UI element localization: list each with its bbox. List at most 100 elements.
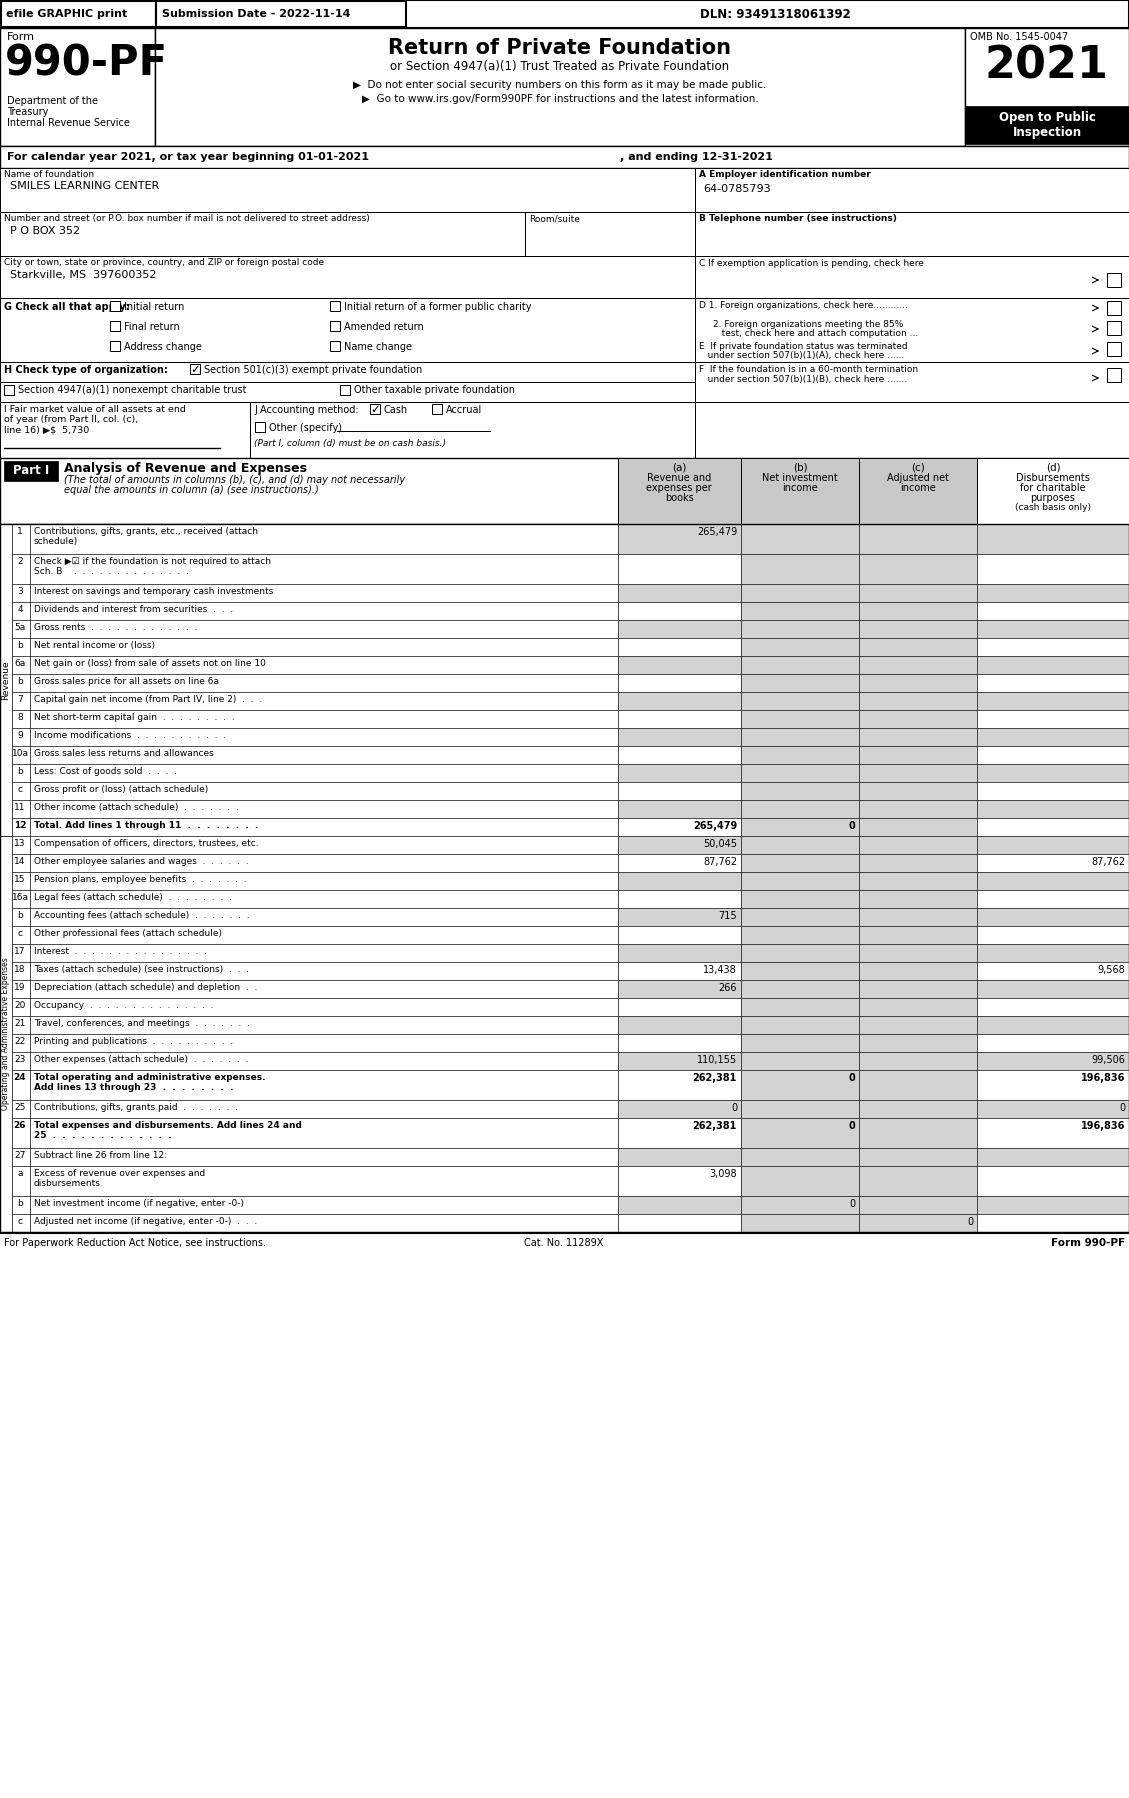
Bar <box>741 656 859 674</box>
Bar <box>618 1070 741 1100</box>
Bar <box>741 872 859 890</box>
Text: (c): (c) <box>911 464 925 473</box>
Text: Internal Revenue Service: Internal Revenue Service <box>7 119 130 128</box>
Text: Taxes (attach schedule) (see instructions)  .  .  .: Taxes (attach schedule) (see instruction… <box>34 966 250 975</box>
Bar <box>859 818 977 836</box>
Bar <box>5 460 58 482</box>
Bar <box>618 980 741 998</box>
Bar <box>977 1118 1129 1147</box>
Bar <box>695 361 1129 403</box>
Text: 13,438: 13,438 <box>703 966 737 975</box>
Text: 15: 15 <box>15 876 26 885</box>
Bar <box>330 322 340 331</box>
Text: Occupancy  .  .  .  .  .  .  .  .  .  .  .  .  .  .  .: Occupancy . . . . . . . . . . . . . . . <box>34 1001 213 1010</box>
Text: Analysis of Revenue and Expenses: Analysis of Revenue and Expenses <box>64 462 307 475</box>
Bar <box>618 962 741 980</box>
Bar <box>12 1118 618 1147</box>
Text: 87,762: 87,762 <box>1091 858 1124 867</box>
Bar <box>618 764 741 782</box>
Bar <box>618 1214 741 1232</box>
Bar <box>977 926 1129 944</box>
Text: line 16) ▶$  5,730: line 16) ▶$ 5,730 <box>5 424 89 433</box>
Bar <box>255 423 265 432</box>
Bar <box>977 1070 1129 1100</box>
Bar <box>618 728 741 746</box>
Text: Printing and publications  .  .  .  .  .  .  .  .  .  .: Printing and publications . . . . . . . … <box>34 1037 234 1046</box>
Text: B Telephone number (see instructions): B Telephone number (see instructions) <box>699 214 896 223</box>
Bar <box>0 212 525 255</box>
Bar <box>859 1118 977 1147</box>
Text: b: b <box>17 642 23 651</box>
Bar <box>1108 342 1121 356</box>
Bar <box>618 1034 741 1052</box>
Bar <box>12 728 618 746</box>
Bar <box>110 322 120 331</box>
Text: Gross profit or (loss) (attach schedule): Gross profit or (loss) (attach schedule) <box>34 786 208 795</box>
Text: or Section 4947(a)(1) Trust Treated as Private Foundation: or Section 4947(a)(1) Trust Treated as P… <box>391 59 729 74</box>
Bar <box>12 908 618 926</box>
Bar <box>859 584 977 602</box>
Text: ✓: ✓ <box>190 363 200 376</box>
Bar <box>330 300 340 311</box>
Text: Compensation of officers, directors, trustees, etc.: Compensation of officers, directors, tru… <box>34 840 259 849</box>
Bar <box>0 381 695 403</box>
Text: Legal fees (attach schedule)  .  .  .  .  .  .  .  .: Legal fees (attach schedule) . . . . . .… <box>34 894 231 903</box>
Text: , and ending 12-31-2021: , and ending 12-31-2021 <box>620 153 773 162</box>
Text: 990-PF: 990-PF <box>5 41 168 85</box>
Bar <box>859 1196 977 1214</box>
Bar <box>741 998 859 1016</box>
Bar <box>859 782 977 800</box>
Text: Interest  .  .  .  .  .  .  .  .  .  .  .  .  .  .  .  .: Interest . . . . . . . . . . . . . . . . <box>34 948 207 957</box>
Bar <box>741 854 859 872</box>
Text: Dividends and interest from securities  .  .  .: Dividends and interest from securities .… <box>34 604 234 613</box>
Bar <box>977 1196 1129 1214</box>
Text: Revenue and: Revenue and <box>647 473 711 484</box>
Bar <box>5 385 14 396</box>
Bar <box>618 554 741 584</box>
Bar <box>12 1052 618 1070</box>
Bar <box>859 1214 977 1232</box>
Text: 9,568: 9,568 <box>1097 966 1124 975</box>
Text: 14: 14 <box>15 858 26 867</box>
Bar <box>12 692 618 710</box>
Text: Total expenses and disbursements. Add lines 24 and: Total expenses and disbursements. Add li… <box>34 1120 301 1129</box>
Text: ▶  Go to www.irs.gov/Form990PF for instructions and the latest information.: ▶ Go to www.irs.gov/Form990PF for instru… <box>361 93 759 104</box>
Text: 20: 20 <box>15 1001 26 1010</box>
Text: Part I: Part I <box>12 464 50 478</box>
Bar <box>618 872 741 890</box>
Text: 262,381: 262,381 <box>692 1120 737 1131</box>
Bar <box>859 746 977 764</box>
Text: Other (specify): Other (specify) <box>269 423 342 433</box>
Text: Adjusted net: Adjusted net <box>887 473 949 484</box>
Bar <box>618 1147 741 1165</box>
Bar <box>741 764 859 782</box>
Bar <box>12 1100 618 1118</box>
Bar <box>977 854 1129 872</box>
Text: Gross rents  .  .  .  .  .  .  .  .  .  .  .  .  .: Gross rents . . . . . . . . . . . . . <box>34 622 198 633</box>
Text: Contributions, gifts, grants paid  .  .  .  .  .  .  .: Contributions, gifts, grants paid . . . … <box>34 1102 238 1111</box>
Bar <box>977 962 1129 980</box>
Bar <box>12 554 618 584</box>
Bar <box>859 674 977 692</box>
Bar <box>12 926 618 944</box>
Bar <box>977 674 1129 692</box>
Bar <box>859 554 977 584</box>
Bar <box>618 523 741 554</box>
Bar <box>977 638 1129 656</box>
Bar <box>0 255 695 298</box>
Text: C If exemption application is pending, check here: C If exemption application is pending, c… <box>699 259 924 268</box>
Text: 110,155: 110,155 <box>697 1055 737 1064</box>
Bar <box>741 584 859 602</box>
Bar <box>977 782 1129 800</box>
Bar <box>695 212 1129 255</box>
Text: Other expenses (attach schedule)  .  .  .  .  .  .  .: Other expenses (attach schedule) . . . .… <box>34 1055 248 1064</box>
Bar <box>859 602 977 620</box>
Bar <box>110 300 120 311</box>
Bar <box>12 872 618 890</box>
Bar <box>859 908 977 926</box>
Bar <box>741 962 859 980</box>
Text: Capital gain net income (from Part IV, line 2)  .  .  .: Capital gain net income (from Part IV, l… <box>34 696 262 705</box>
Text: Total. Add lines 1 through 11  .  .  .  .  .  .  .  .: Total. Add lines 1 through 11 . . . . . … <box>34 822 259 831</box>
Text: Add lines 13 through 23  .  .  .  .  .  .  .  .: Add lines 13 through 23 . . . . . . . . <box>34 1082 234 1091</box>
Bar <box>0 298 695 361</box>
